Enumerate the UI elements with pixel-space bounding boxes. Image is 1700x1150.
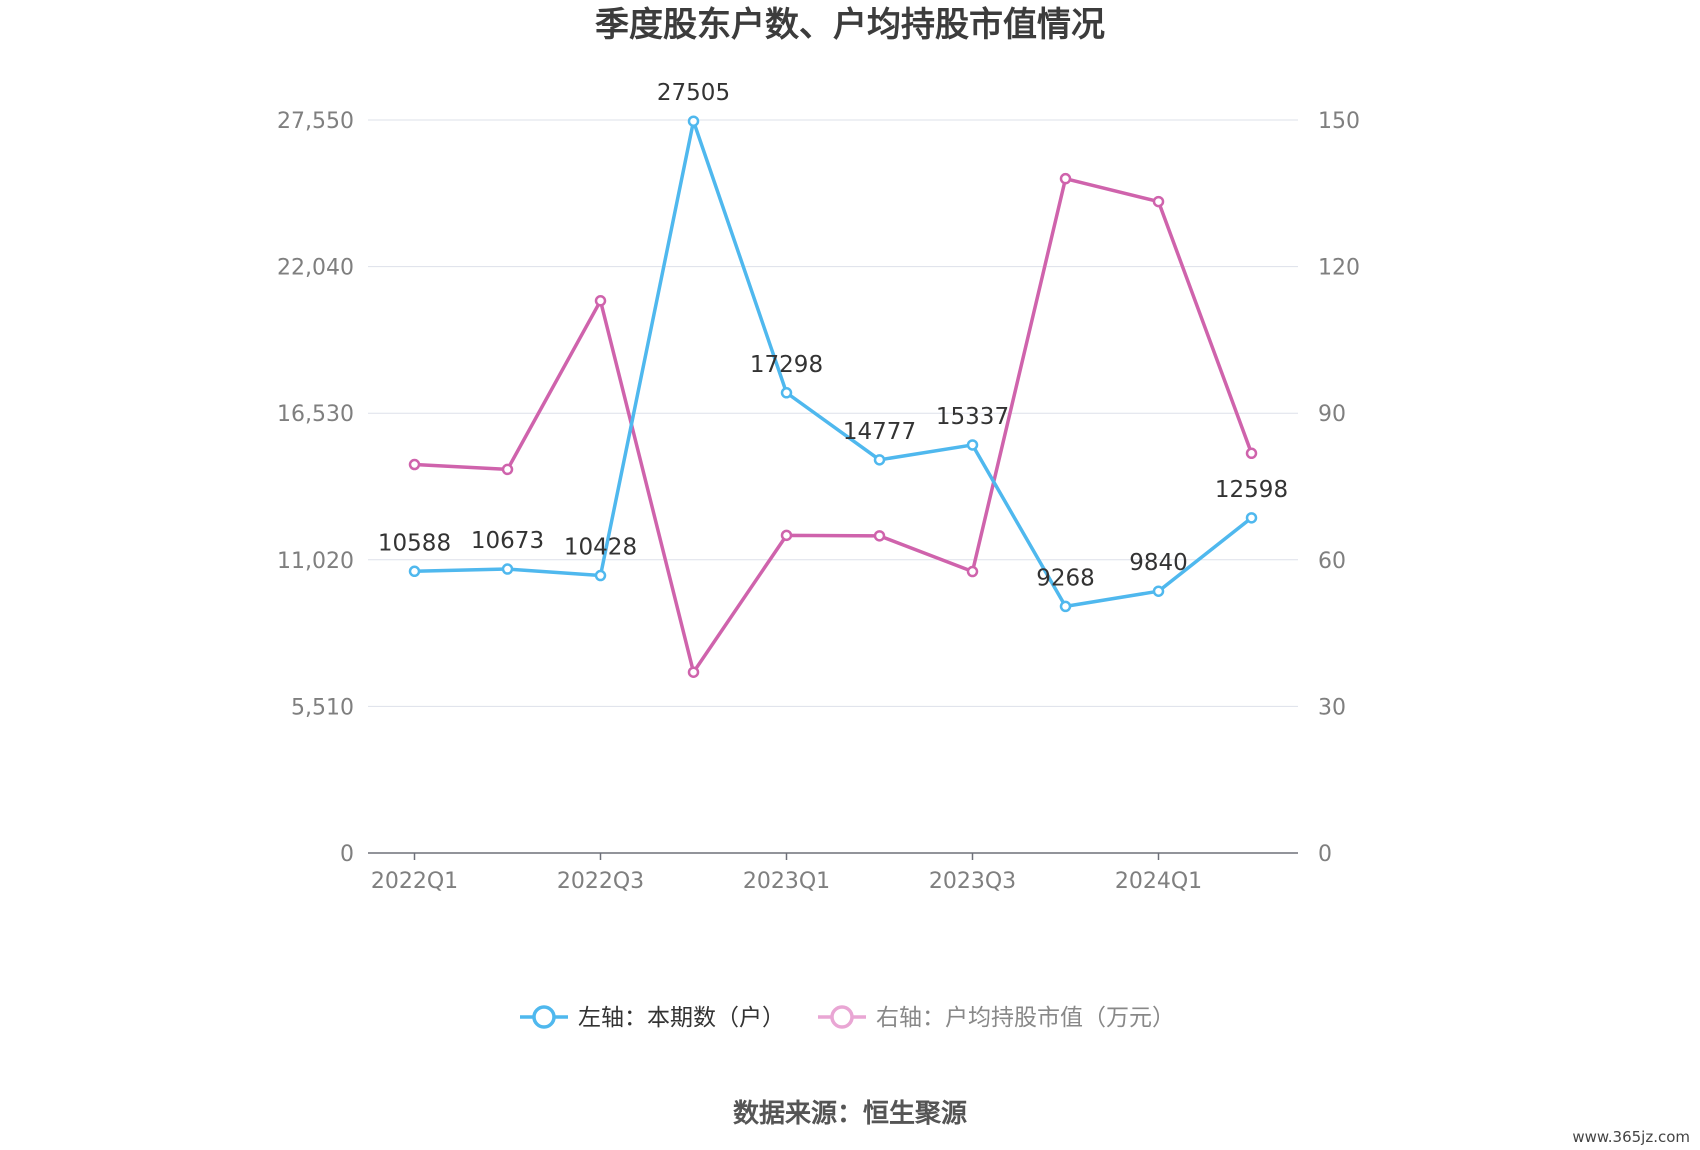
data-point-shareholders bbox=[687, 115, 700, 127]
data-point-avg-market-value bbox=[408, 458, 421, 471]
data-label: 9268 bbox=[1036, 565, 1095, 591]
data-label: 17298 bbox=[750, 352, 823, 378]
data-point-shareholders bbox=[1152, 585, 1165, 597]
right-axis-tick-label: 120 bbox=[1318, 256, 1360, 281]
data-point-avg-market-value bbox=[966, 565, 979, 578]
data-point-shareholders bbox=[966, 439, 979, 451]
x-axis-tick-label: 2023Q1 bbox=[743, 869, 830, 894]
data-point-avg-market-value bbox=[594, 295, 607, 307]
chart-title: 季度股东户数、户均持股市值情况 bbox=[595, 5, 1105, 45]
left-axis-tick-label: 11,020 bbox=[277, 549, 354, 574]
data-point-shareholders bbox=[1059, 600, 1072, 613]
data-point-avg-market-value bbox=[1059, 172, 1072, 185]
data-point-shareholders bbox=[873, 454, 886, 466]
watermark: www.365jz.com bbox=[1572, 1128, 1690, 1146]
axes: 0 0 5,510 30 11,020 60 16,530 90 22,040 120 27,550… bbox=[277, 109, 1360, 894]
series-line-avg-market-value bbox=[414, 176, 1254, 674]
legend-label: 左轴：本期数（户） bbox=[578, 1005, 785, 1031]
data-point-avg-market-value bbox=[780, 529, 793, 542]
right-axis-tick-label: 0 bbox=[1318, 842, 1332, 867]
data-point-shareholders bbox=[1245, 512, 1258, 524]
data-point-shareholders bbox=[780, 387, 793, 399]
data-label: 27505 bbox=[657, 80, 730, 106]
legend-swatch-marker bbox=[830, 1005, 854, 1029]
data-label: 12598 bbox=[1215, 477, 1288, 503]
x-axis-tick-label: 2024Q1 bbox=[1115, 869, 1202, 894]
series-line-shareholders bbox=[414, 119, 1253, 609]
series-layer bbox=[408, 115, 1258, 678]
data-label: 10673 bbox=[471, 528, 544, 554]
right-axis-tick-label: 90 bbox=[1318, 402, 1346, 427]
left-axis-tick-label: 5,510 bbox=[291, 695, 354, 720]
right-axis-tick-label: 150 bbox=[1318, 109, 1360, 134]
x-axis-tick-label: 2022Q3 bbox=[557, 869, 644, 894]
data-label: 9840 bbox=[1129, 550, 1188, 576]
data-point-avg-market-value bbox=[501, 463, 514, 476]
x-axis-tick-label: 2023Q3 bbox=[929, 869, 1016, 894]
right-axis-tick-label: 30 bbox=[1318, 695, 1346, 720]
right-axis-tick-label: 60 bbox=[1318, 549, 1346, 574]
data-point-shareholders bbox=[408, 565, 421, 578]
data-label: 14777 bbox=[843, 419, 916, 445]
data-labels: 10588 10673 10428 27505 17298 14777 15337 9268 9… bbox=[378, 80, 1288, 591]
data-label: 10428 bbox=[564, 535, 637, 561]
x-axis-tick-label: 2022Q1 bbox=[371, 869, 458, 894]
data-point-shareholders bbox=[501, 563, 514, 575]
left-axis-tick-label: 16,530 bbox=[277, 402, 354, 427]
data-point-avg-market-value bbox=[687, 666, 700, 678]
grid-lines bbox=[368, 119, 1298, 707]
legend: 左轴：本期数（户） 右轴：户均持股市值（万元） bbox=[520, 1005, 1175, 1031]
data-label: 10588 bbox=[378, 530, 451, 556]
data-point-avg-market-value bbox=[1245, 447, 1258, 460]
left-axis-tick-label: 0 bbox=[340, 842, 354, 867]
data-point-avg-market-value bbox=[873, 530, 886, 542]
data-source: 数据来源：恒生聚源 bbox=[733, 1099, 967, 1129]
data-point-shareholders bbox=[594, 569, 607, 582]
legend-swatch-marker bbox=[532, 1005, 556, 1029]
data-point-avg-market-value bbox=[1152, 195, 1165, 208]
data-label: 15337 bbox=[936, 404, 1009, 430]
left-axis-tick-label: 22,040 bbox=[277, 256, 354, 281]
left-axis-tick-label: 27,550 bbox=[277, 109, 354, 134]
legend-label: 右轴：户均持股市值（万元） bbox=[876, 1005, 1175, 1031]
